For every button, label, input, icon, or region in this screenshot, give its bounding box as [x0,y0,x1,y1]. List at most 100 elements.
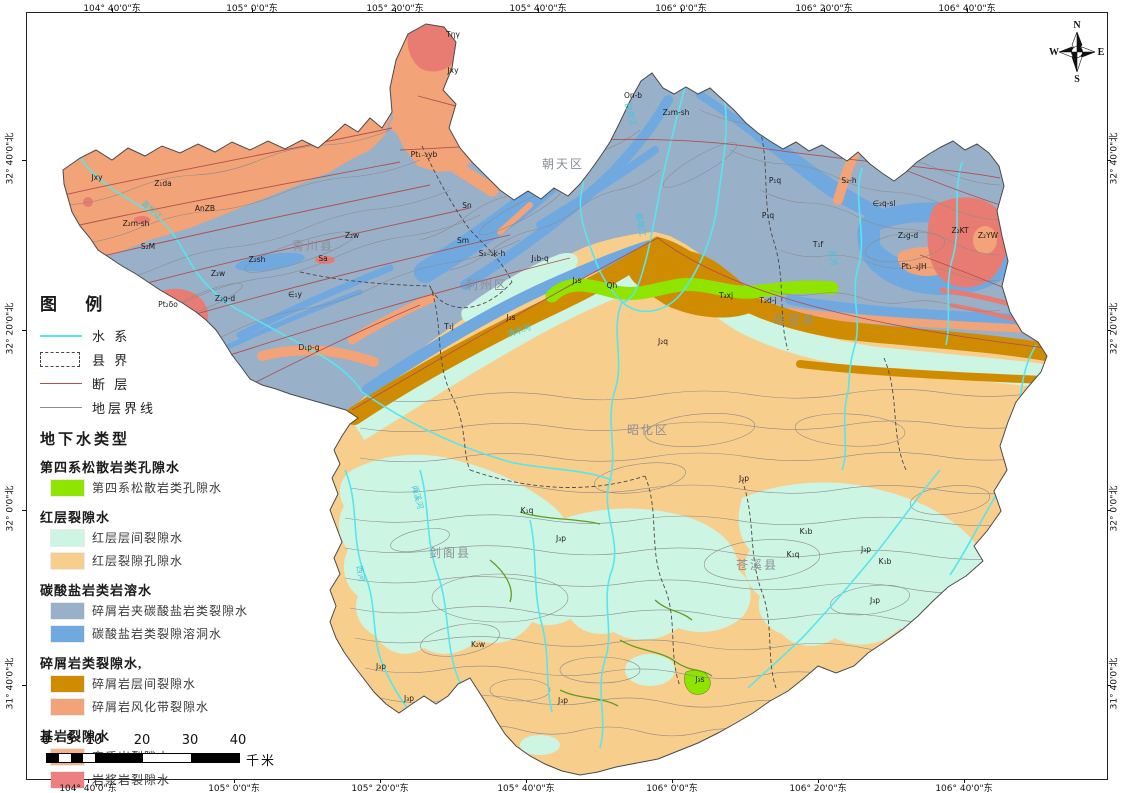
legend-item: 岩浆岩裂隙水 [50,768,292,791]
axis-tick [22,685,26,686]
axis-tick [380,779,381,783]
geo-unit-label: ∈₁y [288,290,303,299]
axis-tick [234,779,235,783]
coordinate-label: 106° 0'0"东 [655,4,707,14]
geo-unit-label: J₃p [375,662,386,671]
axis-tick [22,330,26,331]
geo-unit-label: S₂M [141,242,155,251]
groundwater-group-heading: 红层裂隙水 [40,510,111,525]
geo-unit-label: P₁q [762,211,775,220]
county-boundaries [299,117,907,689]
groundwater-group-heading: 基岩裂隙水 [40,729,111,744]
geo-unit-label: J₂s [571,276,581,285]
coordinate-label: 32° 20'0"北 [5,302,16,355]
geo-unit-label: K₁b [879,557,892,566]
coordinate-label: 32° 20'0"北 [1109,302,1120,355]
legend-symbol-label: 断 层 [92,377,131,392]
scale-tick-label: 20 [133,733,151,748]
axis-tick [818,779,819,783]
legend-item: 碎屑岩层间裂隙水 [50,672,292,695]
legend-panel: 图 例 水 系县 界断 层地层界线 地下水类型 第四系松散岩类孔隙水 第四系松散岩… [40,290,292,791]
coordinate-label: 105° 0'0"东 [208,784,260,793]
geo-unit-label: T₁f [812,240,824,249]
metamorphic-inlier [973,226,997,254]
geo-unit-label: T₂d-j [758,296,776,305]
geo-unit-label: Z₁da [154,179,172,188]
geo-unit-label: Z₂g-d [215,294,236,303]
coordinate-label: 105° 20'0"东 [351,784,409,793]
legend-symbol-row: 断 层 [40,373,292,394]
legend-symbol-row: 地层界线 [40,397,292,418]
coordinate-label: 106° 20'0"东 [789,784,847,793]
legend-swatch [50,478,85,497]
geo-unit-label: Z₂w [345,231,359,240]
coordinate-label: 32° 0'0"北 [1109,485,1120,532]
scale-tick-label: 10 [85,733,103,748]
scale-bar-strip [46,753,240,763]
geo-unit-label: J₃p [860,545,871,554]
county-name-label: 利州区 [466,278,508,292]
groundwater-group-heading: 碎屑岩类裂隙水, [40,656,143,671]
axis-tick [526,779,527,783]
scale-tick-label: 5 [65,733,75,748]
scale-segment [47,754,59,762]
geo-unit-label: J₃p [557,696,568,705]
geo-unit-label: J₃p [869,596,880,605]
axis-tick [681,8,682,12]
scale-tick-label: 30 [181,733,199,748]
map-labels: Jxy Z₁da AnZB Z₂m-sh S₂M Z₂w Z₂w Z₂sh Sa Pt₂δo Z₂g… [90,30,998,705]
geo-unit-label: Z₂m-sh [663,108,690,117]
scale-unit: 千米 [246,753,277,768]
geo-unit-label: P₁q [769,176,782,185]
axis-tick [88,779,89,783]
geo-unit-label: J₂q [657,337,668,346]
legend-item-label: 碎屑岩夹碳酸盐岩类裂隙水 [92,604,249,618]
county-name-label: 剑阁县 [429,545,471,560]
coordinate-label: 104° 40'0"东 [59,784,117,793]
axis-tick [22,510,26,511]
legend-swatch [50,624,85,643]
groundwater-title: 地下水类型 [40,432,131,448]
geo-unit-label: Z₂sh [249,255,266,264]
legend-item-label: 红层层间裂隙水 [92,531,184,545]
compass-s: S [1074,74,1080,85]
axis-tick [538,8,539,12]
legend-item: 碎屑岩夹碳酸盐岩类裂隙水 [50,599,292,622]
legend-swatch [50,697,85,716]
geo-unit-label: J₃p [738,474,749,483]
legend-symbol-row: 水 系 [40,325,292,346]
geo-unit-label: J₃p [555,534,566,543]
fault-symbol-icon [40,383,82,384]
axis-tick [252,8,253,12]
coordinate-label: 105° 40'0"东 [497,784,555,793]
geo-unit-label: ∈₂q-sl [873,199,896,208]
legend-swatch [50,601,85,620]
groundwater-group-heading: 第四系松散岩类孔隙水 [40,460,181,475]
axis-tick [964,779,965,783]
legend-swatch [50,674,85,693]
geo-unit-label: AnZB [195,204,215,213]
legend-item-label: 岩浆岩裂隙水 [92,773,171,787]
compass-rose: N S W E [1049,20,1105,85]
scale-segment [143,754,191,762]
river-name-label: 西河 [355,565,368,582]
geo-unit-label: J₃s [694,675,704,684]
geo-unit-label: K₂w [471,640,485,649]
county-name-label: 苍溪县 [736,558,778,572]
legend-item-label: 碎屑岩层间裂隙水 [92,677,197,691]
strata-symbol-icon [40,407,82,408]
geo-unit-label: Sm [457,236,469,245]
county-name-label: 昭化区 [627,423,669,437]
geo-unit-label: D₁p-g [298,343,319,352]
legend-line-symbols: 水 系县 界断 层地层界线 [40,325,292,418]
coordinate-label: 105° 0'0"东 [226,4,278,14]
legend-item: 碎屑岩风化带裂隙水 [50,695,292,718]
axis-tick [1107,330,1111,331]
legend-item: 碳酸盐岩类裂隙溶洞水 [50,622,292,645]
geo-unit-label: On-b [624,91,642,100]
geo-unit-label: Z₂g-d [898,231,919,240]
legend-swatch [50,528,85,547]
geo-unit-label: Sa [318,254,327,263]
legend-symbol-row: 县 界 [40,349,292,370]
geo-unit-label: S₁₋₂k-h [479,249,506,258]
